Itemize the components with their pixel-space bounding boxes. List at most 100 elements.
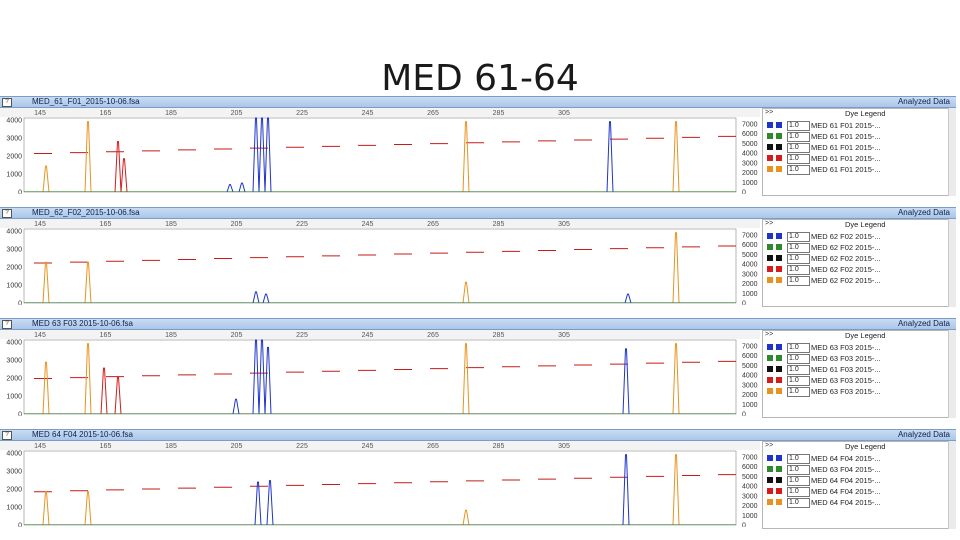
legend-expand-icon[interactable]: >> [765,442,774,449]
trace-plot[interactable]: 145 165 185 205 225 245 265 285 305 4000 3000 2000 1… [0,330,760,416]
electropherogram-panel-1: ? MED_61_F01_2015-10-06.fsa Analyzed Dat… [0,96,958,206]
scale-value[interactable]: 1.0 [787,465,810,475]
legend-row[interactable]: 1.0 MED 63 F03 2015-... [765,354,951,364]
scale-value[interactable]: 1.0 [787,487,810,497]
dye-swatch [776,355,782,361]
trace-plot[interactable]: 145 165 185 205 225 245 265 285 305 4000 3000 2000 1… [0,108,760,194]
dye-swatch[interactable] [767,366,773,372]
legend-row[interactable]: 1.0 MED 64 F04 2015-... [765,476,951,486]
x-tick-label: 285 [493,110,505,117]
legend-expand-icon[interactable]: >> [765,109,774,116]
dye-swatch[interactable] [767,377,773,383]
vertical-scrollbar[interactable] [948,219,956,307]
legend-row[interactable]: 1.0 MED 61 F01 2015-... [765,132,951,142]
scale-value[interactable]: 1.0 [787,254,810,264]
electropherogram-panel-3: ? MED 63 F03 2015-10-06.fsa Analyzed Dat… [0,318,958,428]
vertical-scrollbar[interactable] [948,441,956,529]
dye-swatch[interactable] [767,388,773,394]
dye-swatch [776,266,782,272]
y2-tick-label: 1000 [742,513,758,520]
scale-value[interactable]: 1.0 [787,243,810,253]
dye-swatch[interactable] [767,266,773,272]
scale-value[interactable]: 1.0 [787,376,810,386]
y-tick-label: 1000 [6,505,22,512]
legend-row[interactable]: 1.0 MED 64 F04 2015-... [765,454,951,464]
vertical-scrollbar[interactable] [948,108,956,196]
dye-swatch[interactable] [767,488,773,494]
dye-swatch[interactable] [767,155,773,161]
legend-row[interactable]: 1.0 MED 62 F02 2015-... [765,265,951,275]
dye-swatch[interactable] [767,477,773,483]
legend-row[interactable]: 1.0 MED 64 F04 2015-... [765,498,951,508]
trace-peak [42,491,50,526]
legend-row[interactable]: 1.0 MED 63 F03 2015-... [765,376,951,386]
scale-value[interactable]: 1.0 [787,343,810,353]
scale-value[interactable]: 1.0 [787,132,810,142]
panel-expand-icon[interactable]: ? [2,431,12,440]
panel-expand-icon[interactable]: ? [2,209,12,218]
dye-swatch[interactable] [767,233,773,239]
y2-tick-label: 6000 [742,464,758,471]
legend-row[interactable]: 1.0 MED 63 F04 2015-... [765,465,951,475]
scale-value[interactable]: 1.0 [787,498,810,508]
y2-tick-label: 0 [742,412,746,417]
legend-row[interactable]: 1.0 MED 62 F02 2015-... [765,276,951,286]
legend-row[interactable]: 1.0 MED 61 F01 2015-... [765,165,951,175]
dye-swatch[interactable] [767,355,773,361]
dye-swatch[interactable] [767,499,773,505]
dye-swatch[interactable] [767,255,773,261]
legend-row[interactable]: 1.0 MED 61 F01 2015-... [765,154,951,164]
scale-value[interactable]: 1.0 [787,121,810,131]
x-tick-label: 165 [100,110,112,117]
legend-row[interactable]: 1.0 MED 63 F03 2015-... [765,387,951,397]
scale-value[interactable]: 1.0 [787,165,810,175]
legend-row[interactable]: 1.0 MED 62 F02 2015-... [765,243,951,253]
scale-value[interactable]: 1.0 [787,143,810,153]
legend-row[interactable]: 1.0 MED 63 F03 2015-... [765,343,951,353]
legend-row[interactable]: 1.0 MED 62 F02 2015-... [765,254,951,264]
plot-area [23,450,737,526]
vertical-scrollbar[interactable] [948,330,956,418]
dye-swatch[interactable] [767,166,773,172]
trace-plot[interactable]: 145 165 185 205 225 245 265 285 305 4000 3000 2000 1… [0,219,760,305]
x-tick-label: 225 [296,110,308,117]
y2-tick-label: 4000 [742,262,758,269]
y2-tick-label: 3000 [742,271,758,278]
panel-expand-icon[interactable]: ? [2,320,12,329]
legend-expand-icon[interactable]: >> [765,331,774,338]
dye-swatch[interactable] [767,133,773,139]
legend-row[interactable]: 1.0 MED 61 F01 2015-... [765,121,951,131]
dye-sample-name: MED 61 F01 2015-... [811,143,881,152]
scale-value[interactable]: 1.0 [787,354,810,364]
y2-tick-label: 1000 [742,402,758,409]
scale-value[interactable]: 1.0 [787,232,810,242]
scale-value[interactable]: 1.0 [787,265,810,275]
dye-swatch[interactable] [767,144,773,150]
legend-row[interactable]: 1.0 MED 64 F04 2015-... [765,487,951,497]
dye-swatch[interactable] [767,244,773,250]
dye-swatch[interactable] [767,277,773,283]
trace-peak [252,339,260,415]
legend-row[interactable]: 1.0 MED 61 F03 2015-... [765,365,951,375]
trace-plot[interactable]: 145 165 185 205 225 245 265 285 305 4000 3000 2000 1… [0,441,760,527]
legend-row[interactable]: 1.0 MED 62 F02 2015-... [765,232,951,242]
legend-row[interactable]: 1.0 MED 61 F01 2015-... [765,143,951,153]
trace-peak [622,348,630,415]
scale-value[interactable]: 1.0 [787,365,810,375]
dye-swatch[interactable] [767,466,773,472]
y2-tick-label: 0 [742,523,746,528]
scale-value[interactable]: 1.0 [787,454,810,464]
dye-swatch[interactable] [767,455,773,461]
scale-value[interactable]: 1.0 [787,387,810,397]
sample-file-name: MED_61_F01_2015-10-06.fsa [32,97,140,106]
x-tick-label: 145 [34,221,46,228]
y-tick-label: 2000 [6,154,22,161]
dye-swatch[interactable] [767,344,773,350]
scale-value[interactable]: 1.0 [787,154,810,164]
legend-expand-icon[interactable]: >> [765,220,774,227]
panel-expand-icon[interactable]: ? [2,98,12,107]
scale-value[interactable]: 1.0 [787,476,810,486]
dye-swatch[interactable] [767,122,773,128]
dye-swatch [776,388,782,394]
scale-value[interactable]: 1.0 [787,276,810,286]
